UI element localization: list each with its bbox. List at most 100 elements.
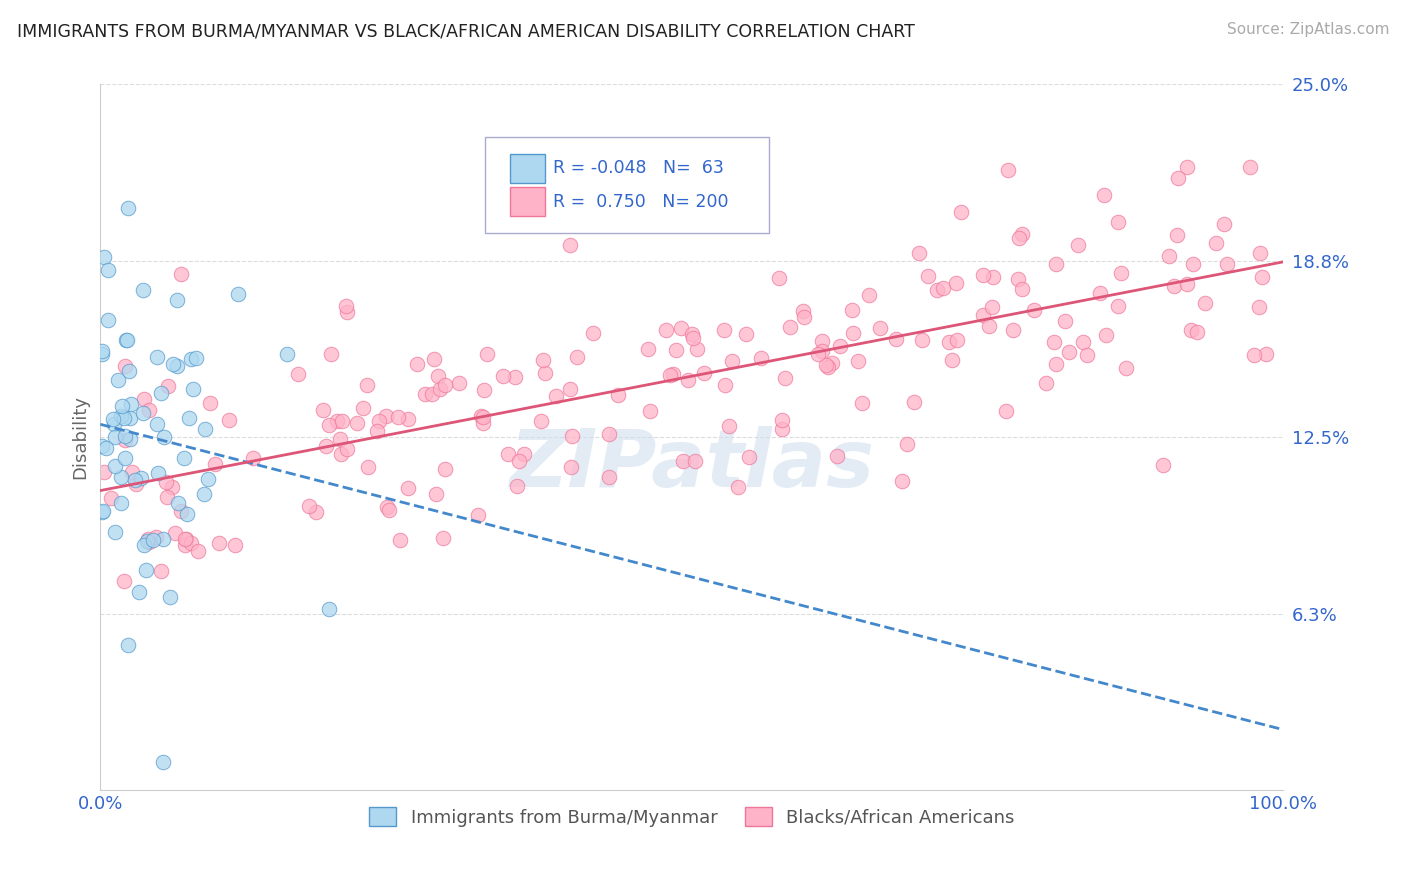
Point: [103, 417, 125, 431]
Point: [104, 430, 127, 444]
Point: [208, 536, 231, 550]
Point: [681, 326, 703, 341]
Point: [132, 405, 155, 419]
Point: [638, 404, 661, 418]
Point: [714, 378, 737, 392]
Point: [166, 293, 188, 307]
Point: [97, 313, 120, 327]
Point: [565, 350, 588, 364]
Point: [194, 422, 217, 436]
Point: [177, 411, 200, 425]
Point: [1243, 348, 1265, 362]
Point: [884, 332, 907, 346]
Point: [1205, 236, 1227, 251]
Point: [100, 491, 122, 506]
Point: [721, 353, 744, 368]
Point: [318, 601, 340, 615]
Point: [187, 543, 209, 558]
Point: [815, 358, 838, 372]
Point: [387, 409, 409, 424]
Point: [1187, 325, 1209, 339]
Point: [669, 321, 692, 335]
Point: [508, 453, 530, 467]
Point: [727, 480, 749, 494]
Point: [1011, 227, 1033, 241]
Point: [114, 359, 136, 373]
Point: [396, 412, 419, 426]
Point: [598, 427, 620, 442]
Point: [117, 364, 139, 378]
Point: [908, 246, 931, 260]
Point: [377, 503, 399, 517]
Point: [174, 538, 197, 552]
Point: [104, 459, 127, 474]
Point: [118, 433, 141, 447]
Point: [142, 533, 165, 547]
Point: [672, 454, 695, 468]
Point: [117, 639, 139, 653]
Point: [927, 283, 949, 297]
Point: [305, 505, 328, 519]
Point: [560, 383, 582, 397]
Point: [1194, 296, 1216, 310]
Point: [846, 354, 869, 368]
Point: [775, 371, 797, 385]
Point: [637, 342, 659, 356]
Point: [173, 450, 195, 465]
Point: [422, 386, 444, 401]
Point: [183, 382, 205, 396]
Point: [979, 318, 1001, 333]
Point: [1073, 335, 1095, 350]
Point: [980, 300, 1002, 314]
Point: [917, 268, 939, 283]
Point: [97, 262, 120, 277]
Point: [374, 409, 396, 424]
Text: R = -0.048   N=  63: R = -0.048 N= 63: [554, 160, 724, 178]
Point: [983, 269, 1005, 284]
Point: [145, 350, 167, 364]
Point: [197, 472, 219, 486]
Point: [112, 411, 135, 425]
Point: [129, 470, 152, 484]
Point: [492, 368, 515, 383]
Point: [911, 333, 934, 347]
Point: [858, 288, 880, 302]
Point: [793, 310, 815, 325]
Text: R =  0.750   N= 200: R = 0.750 N= 200: [554, 193, 728, 211]
Point: [738, 450, 761, 465]
Point: [1157, 250, 1180, 264]
Point: [997, 162, 1019, 177]
Point: [427, 368, 450, 383]
Point: [90, 343, 112, 358]
Point: [1180, 323, 1202, 337]
Point: [903, 395, 925, 409]
Point: [558, 238, 581, 252]
Point: [560, 459, 582, 474]
Point: [531, 353, 554, 368]
Point: [93, 250, 115, 264]
Point: [470, 409, 492, 423]
Point: [506, 479, 529, 493]
Point: [167, 496, 190, 510]
Point: [366, 424, 388, 438]
Point: [148, 466, 170, 480]
Point: [1007, 272, 1029, 286]
Point: [110, 409, 132, 424]
Point: [713, 323, 735, 337]
Point: [389, 533, 412, 548]
Point: [396, 481, 419, 495]
Point: [561, 429, 583, 443]
Point: [297, 499, 319, 513]
Point: [107, 373, 129, 387]
Point: [682, 331, 704, 345]
Point: [534, 366, 557, 380]
Point: [1213, 217, 1236, 231]
Point: [204, 457, 226, 471]
Point: [174, 532, 197, 546]
Point: [329, 447, 352, 461]
Point: [184, 351, 207, 365]
Point: [1115, 360, 1137, 375]
Point: [315, 438, 337, 452]
Point: [1177, 160, 1199, 174]
Point: [319, 346, 342, 360]
